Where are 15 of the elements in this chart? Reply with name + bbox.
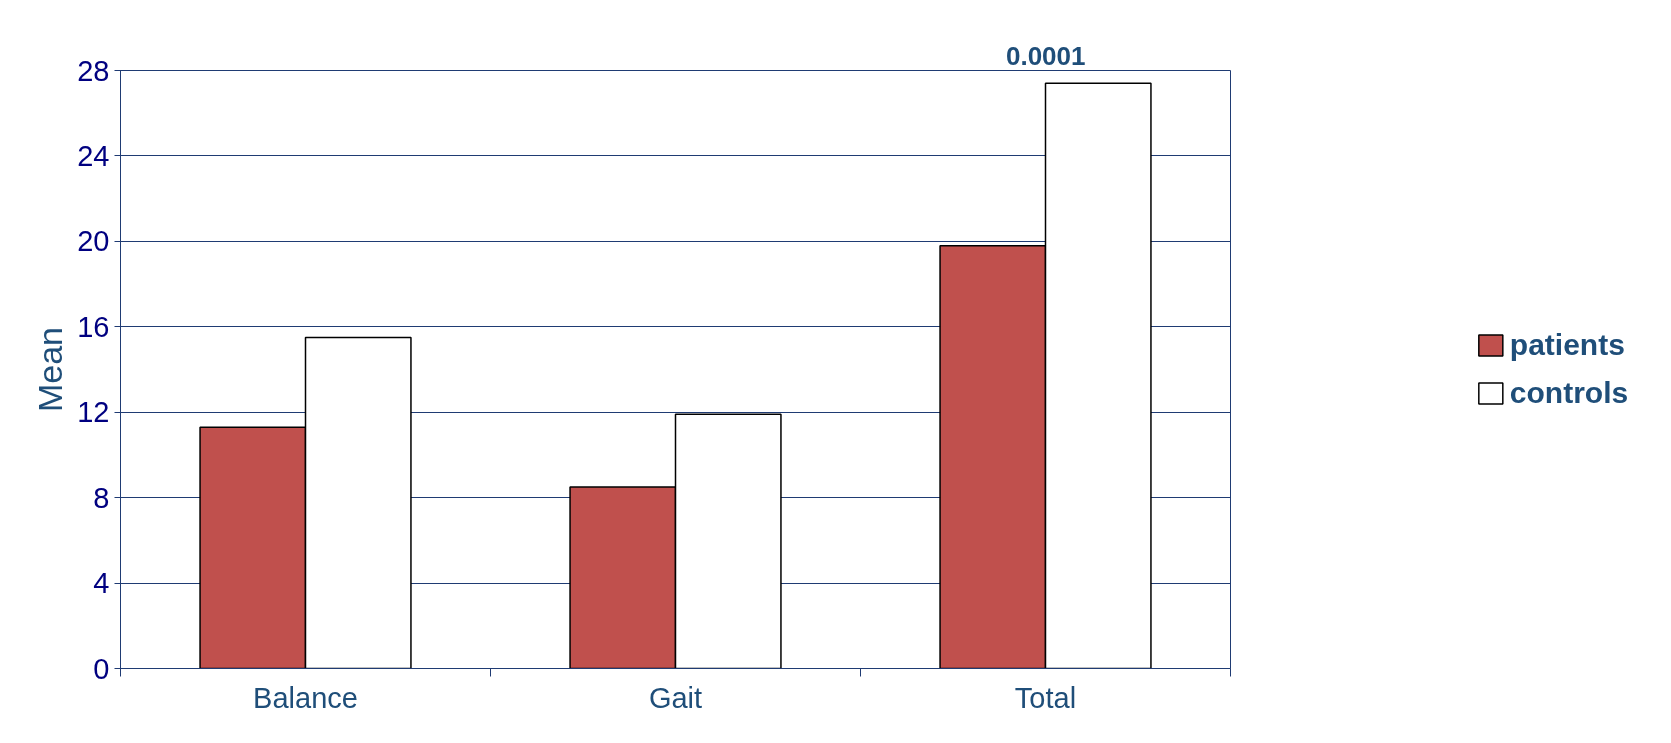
y-tick-label: 0	[93, 652, 110, 685]
y-axis-title: Mean	[31, 326, 70, 413]
y-tick-label: 8	[93, 481, 110, 514]
x-tick-label: Balance	[253, 681, 358, 714]
y-tick-label: 24	[77, 139, 110, 172]
x-tick-label: Gait	[648, 681, 703, 714]
y-tick-label: 16	[77, 310, 110, 343]
y-tick-label: 28	[77, 54, 110, 87]
y-tick-label: 20	[77, 225, 110, 258]
annotation: 0.0001	[1005, 40, 1086, 71]
x-tick-label: Total	[1014, 681, 1077, 714]
y-tick-label: 4	[93, 567, 110, 600]
legend-label: controls	[1509, 376, 1629, 410]
legend-label: patients	[1509, 328, 1625, 362]
y-tick-label: 12	[77, 396, 110, 429]
